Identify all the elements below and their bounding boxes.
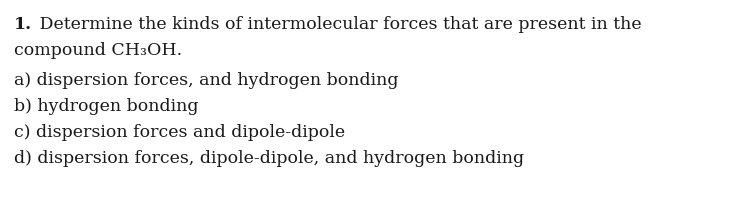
Text: Determine the kinds of intermolecular forces that are present in the: Determine the kinds of intermolecular fo… (34, 16, 641, 33)
Text: 1.: 1. (14, 16, 32, 33)
Text: c) dispersion forces and dipole-dipole: c) dispersion forces and dipole-dipole (14, 124, 345, 141)
Text: b) hydrogen bonding: b) hydrogen bonding (14, 98, 199, 115)
Text: d) dispersion forces, dipole-dipole, and hydrogen bonding: d) dispersion forces, dipole-dipole, and… (14, 150, 524, 167)
Text: a) dispersion forces, and hydrogen bonding: a) dispersion forces, and hydrogen bondi… (14, 72, 398, 89)
Text: compound CH₃OH.: compound CH₃OH. (14, 42, 182, 59)
